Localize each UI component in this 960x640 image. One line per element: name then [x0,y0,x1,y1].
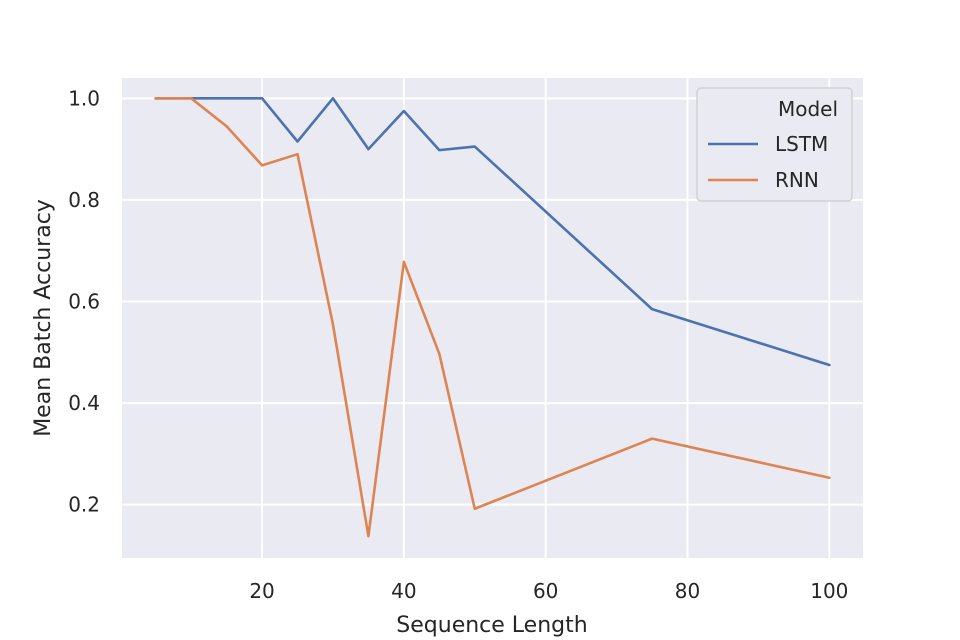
x-tick-label: 40 [391,579,416,603]
x-tick-label: 80 [675,579,700,603]
y-tick-label: 0.4 [68,391,100,415]
legend-label-rnn: RNN [775,168,819,192]
legend: Model LSTM RNN [696,87,853,202]
legend-label-lstm: LSTM [775,132,828,156]
y-tick-label: 0.8 [68,188,100,212]
y-tick-label: 1.0 [68,86,100,110]
y-tick-label: 0.2 [68,493,100,517]
x-tick-label: 100 [810,579,848,603]
tick-labels: 20 40 60 80 100 0.2 0.4 0.6 0.8 1.0 [68,86,848,603]
legend-box [696,87,853,202]
y-tick-label: 0.6 [68,289,100,313]
x-tick-label: 60 [533,579,558,603]
series-layer [154,97,831,538]
series-line-lstm [154,97,831,367]
y-axis-label: Mean Batch Accuracy [31,199,56,437]
series-line-rnn [154,97,831,538]
legend-title: Model [778,97,838,121]
x-tick-label: 20 [249,579,274,603]
x-axis-label: Sequence Length [396,613,587,638]
